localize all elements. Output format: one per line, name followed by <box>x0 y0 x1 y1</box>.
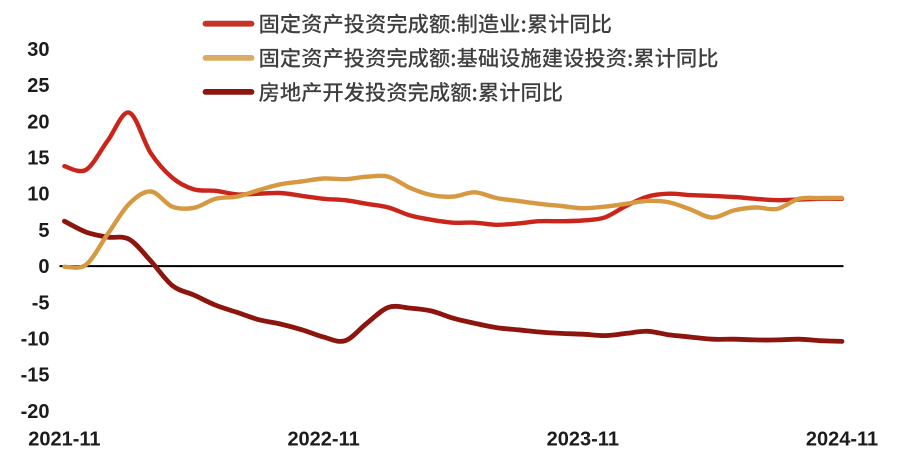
svg-text:-10: -10 <box>21 329 50 351</box>
svg-text:2024-11: 2024-11 <box>806 429 878 451</box>
svg-text:-5: -5 <box>32 292 50 314</box>
svg-text:10: 10 <box>27 184 49 206</box>
svg-text:-20: -20 <box>21 401 50 423</box>
svg-text:25: 25 <box>27 75 49 97</box>
svg-text:0: 0 <box>38 256 49 278</box>
svg-text:5: 5 <box>38 220 49 242</box>
svg-text:2022-11: 2022-11 <box>287 429 359 451</box>
svg-text:-15: -15 <box>21 365 50 387</box>
svg-text:20: 20 <box>27 111 49 133</box>
svg-text:15: 15 <box>27 148 49 170</box>
svg-text:2023-11: 2023-11 <box>547 429 619 451</box>
svg-text:30: 30 <box>27 39 49 61</box>
svg-text:2021-11: 2021-11 <box>28 429 100 451</box>
